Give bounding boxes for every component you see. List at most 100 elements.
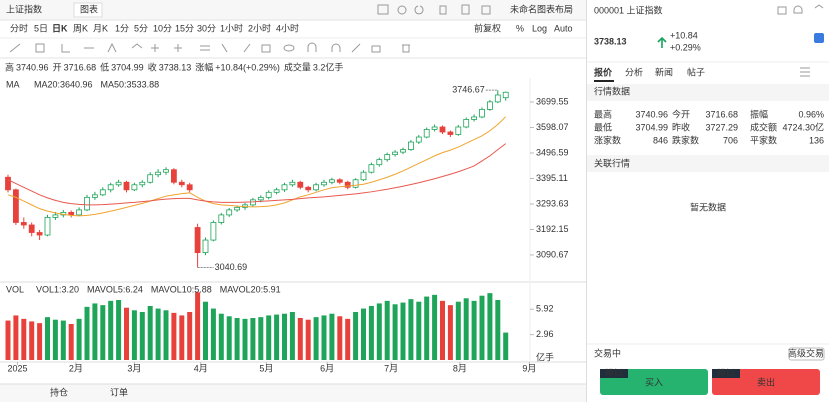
bottom-tab[interactable]: 订单 [110,386,128,397]
buy-label[interactable]: 买入 [645,377,663,387]
bottom-tab[interactable]: 持仓 [50,386,68,397]
x-tick-label: 5月 [259,363,273,373]
candle-body [115,181,122,186]
period-button[interactable]: 2小时 [248,22,271,33]
period-button[interactable]: 1小时 [220,22,243,33]
volume-bar [487,293,493,360]
candle-body [147,174,154,183]
volume-bar [226,316,232,360]
y-tick-label: 3293.63 [536,198,569,208]
candle-body [392,151,399,156]
volume-bar [52,319,58,360]
volume-bar [250,318,256,360]
candle-body [360,171,367,181]
period-button[interactable]: 1分 [115,23,129,33]
symbol-tab[interactable]: 上证指数 [6,3,42,14]
tag-bg [712,369,740,378]
candle-body [502,91,509,99]
advanced-label[interactable]: 高级交易 [788,347,824,358]
x-tick-label: 9月 [522,363,536,373]
volume-bar [13,315,19,360]
volume-bar [495,300,501,360]
candle-body [479,109,485,118]
period-button[interactable]: 10分 [153,23,172,33]
y-tick-label: 3699.55 [536,96,569,106]
quote-value: 846 [653,135,668,145]
side-tab[interactable]: 分析 [625,66,643,77]
period-button[interactable]: 15分 [175,23,194,33]
volume-bar [416,301,422,360]
candle-body [202,239,209,254]
volume-bar [68,324,74,360]
quote-value: 0.96% [798,109,824,119]
up-arrow [657,36,667,48]
candle-body [289,181,296,186]
y-tick-label: 3496.59 [536,147,569,157]
quote-value: 3727.29 [705,122,738,132]
toolbar-option[interactable]: Log [532,23,547,33]
period-button[interactable]: 分时 [10,22,28,33]
candle-body [344,181,351,188]
volume-bar [29,321,35,360]
candle-body [384,154,391,161]
candle-body [376,159,383,166]
info-value: 3.2亿手 [313,61,344,72]
empty-state: 暂无数据 [690,201,726,212]
side-price: 3738.13 [594,36,627,46]
y-tick-label: 3395.11 [536,173,568,183]
volume-bar [392,304,398,360]
x-tick-label: 8月 [453,363,467,373]
trade-status: 交易中 [594,347,621,358]
candle-body [463,119,470,128]
candle-body [321,181,327,186]
candle-body [431,126,438,130]
volume-bar [289,312,295,360]
info-value: 3704.99 [111,62,144,72]
period-button[interactable]: 5日 [34,23,48,33]
x-tick-label: 3月 [127,363,141,373]
volume-bar [108,300,114,360]
quote-value: 3716.68 [705,109,738,119]
section-title: 关联行情 [594,157,630,168]
period-button[interactable]: 5分 [134,23,148,33]
period-button[interactable]: 周K [73,23,88,33]
volume-bar [345,318,351,360]
section-title: 行情数据 [594,85,630,96]
info-label: 高 [5,61,14,72]
toolbar-option[interactable]: 前复权 [474,22,501,33]
side-tab[interactable]: 报价 [594,66,613,77]
chart-tab[interactable]: 图表 [80,3,98,14]
candle-body [336,179,343,183]
candle-body [186,184,193,191]
candle-body [170,169,177,183]
side-tab[interactable]: 新闻 [655,66,673,77]
y-tick-label: 3090.67 [536,249,569,259]
y-tick-label: 3598.07 [536,122,569,132]
toolbar-option[interactable]: % [516,23,524,33]
quote-label: 最高 [594,108,612,119]
candle-body [328,179,335,183]
volume-bar [313,317,319,360]
volume-bar [424,296,430,360]
sell-label[interactable]: 卖出 [757,376,775,387]
volume-bar [266,315,272,360]
badge-icon[interactable] [814,33,824,43]
info-label: 低 [100,61,109,72]
toolbar-option[interactable]: Auto [554,23,573,33]
advanced-button[interactable] [788,347,825,361]
quote-label: 今开 [672,108,690,119]
layout-name[interactable]: 未命名图表布局 [510,3,573,14]
x-tick-label: 4月 [194,363,208,373]
period-button[interactable]: 30分 [197,23,216,33]
volume-bar [76,318,82,360]
volume-bar [218,313,224,360]
volume-bar [100,305,106,360]
candle-body [273,189,280,193]
period-button[interactable]: 月K [93,23,108,33]
period-button[interactable]: 日K [52,23,68,33]
period-button[interactable]: 4小时 [276,22,299,33]
legend-entry: MAVOL10:5.88 [151,284,212,294]
side-tab[interactable]: 帖子 [687,66,705,77]
quote-label: 昨收 [672,121,690,132]
candle-body [139,181,146,186]
